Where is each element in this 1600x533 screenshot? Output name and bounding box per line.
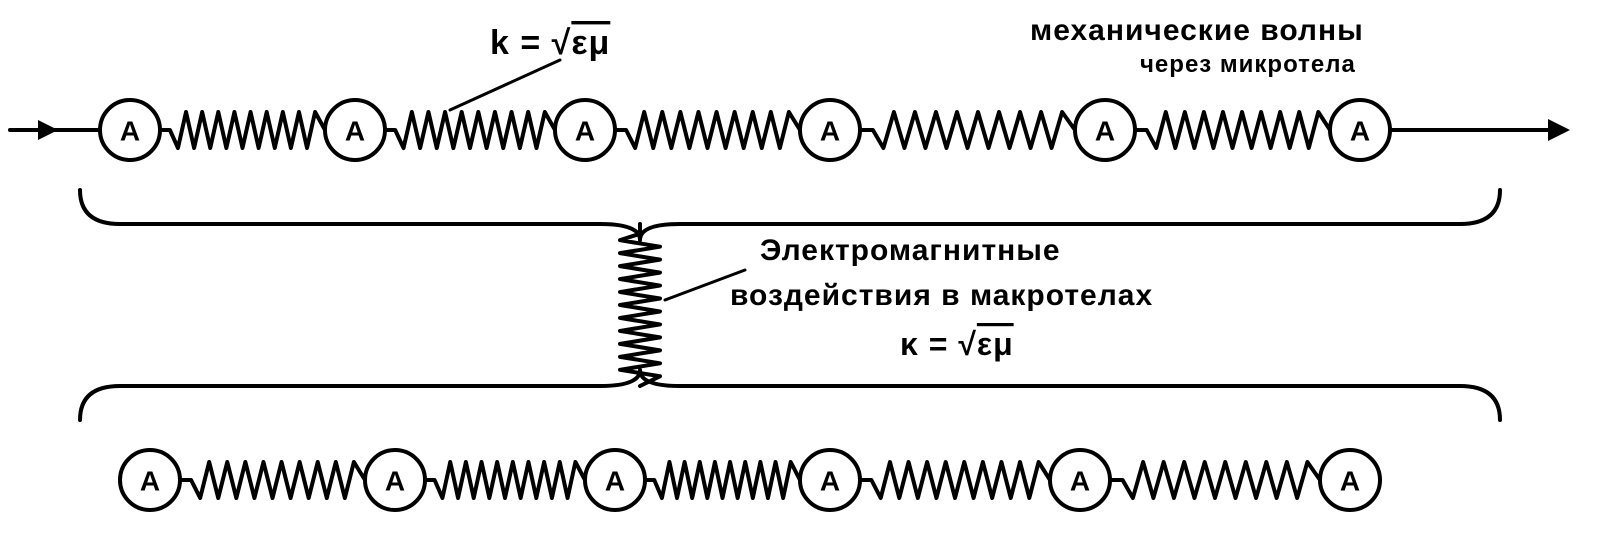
atom-label: А [820, 116, 840, 147]
formula-leader [450, 60, 560, 110]
physics-diagram: А А А А А А А А А А А Аk = √εμ механические волны чер… [0, 0, 1600, 533]
atom-label: А [605, 466, 625, 497]
top-formula: k = √εμ [490, 24, 610, 62]
spring-segment [860, 112, 1075, 148]
spring-segment [615, 112, 800, 148]
em-line2: воздействия в макротелах [730, 279, 1153, 312]
atom-label: А [120, 116, 140, 147]
atom-label: А [575, 116, 595, 147]
arrow-out-head [1548, 119, 1570, 141]
spring-segment [180, 462, 365, 498]
spring-segment [160, 112, 325, 148]
spring-segment [1135, 112, 1330, 148]
atom-label: А [345, 116, 365, 147]
mid-formula: κ = √εμ [900, 326, 1014, 362]
atom-label: А [1095, 116, 1115, 147]
atom-label: А [385, 466, 405, 497]
atom-label: А [820, 466, 840, 497]
bottom-bracket [80, 370, 1500, 420]
spring-segment [425, 462, 585, 498]
spring-segment [1110, 462, 1320, 498]
spring-segment [860, 462, 1050, 498]
atom-label: А [1070, 466, 1090, 497]
vertical-spring [620, 224, 660, 386]
spring-segment [385, 112, 555, 148]
em-line1: Электромагнитные [760, 234, 1061, 267]
atom-label: А [1350, 116, 1370, 147]
mech-waves-line2: через микротела [1140, 51, 1356, 78]
atom-label: А [140, 466, 160, 497]
atom-label: А [1340, 466, 1360, 497]
top-bracket [80, 190, 1500, 240]
arrow-in-head [38, 120, 58, 140]
spring-segment [645, 462, 800, 498]
mech-waves-line1: механические волны [1030, 14, 1364, 47]
